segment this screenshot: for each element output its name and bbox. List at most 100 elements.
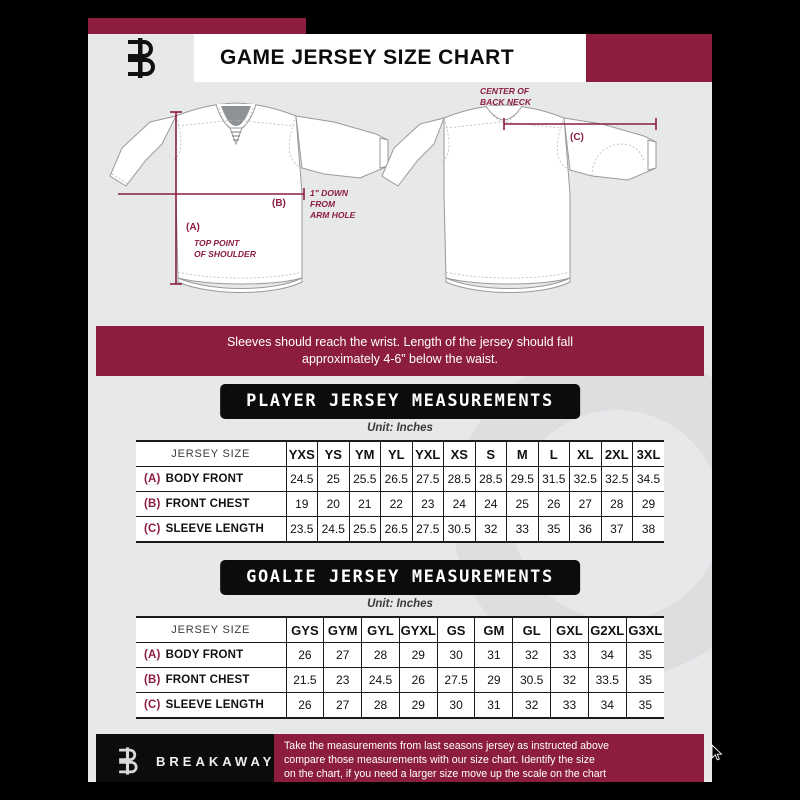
top-accent-bar-maroon	[88, 18, 306, 34]
measurement-cell: 23	[323, 667, 363, 693]
measurement-cell: 27.5	[411, 466, 444, 492]
measurement-table: JERSEY SIZE YXS YS YM YL YXL XS S M L XL 2XL 3XL (A) B…	[136, 440, 664, 543]
measurement-marker: (C)	[144, 699, 161, 711]
size-column-header: G2XL	[587, 616, 627, 643]
size-column-header: GL	[512, 616, 552, 643]
size-column-header: S	[474, 440, 507, 467]
measurement-cell: 21.5	[285, 667, 325, 693]
header-accent-block	[586, 34, 712, 82]
measurement-marker: (A)	[144, 649, 161, 661]
size-column-header: YM	[348, 440, 381, 467]
size-column-header: YS	[317, 440, 350, 467]
measurement-cell: 35	[625, 667, 664, 693]
measurement-marker: (A)	[144, 473, 161, 485]
label-c-line1: CENTER OF	[480, 86, 530, 96]
footer-brand-box: BREAKAWAY	[96, 734, 274, 782]
measurement-cell: 29.5	[506, 466, 539, 492]
instruction-banner: Sleeves should reach the wrist. Length o…	[96, 326, 704, 376]
measurement-cell: 33	[506, 516, 539, 543]
table-row: (C) SLEEVE LENGTH 23.5 24.5 25.5 26.5 27.5 30.5…	[136, 516, 664, 543]
mouse-cursor	[711, 743, 723, 767]
size-column-header: GM	[474, 616, 514, 643]
measurement-cell: 27.5	[436, 667, 476, 693]
footer-note: Take the measurements from last seasons …	[274, 734, 704, 782]
marker-b-label: (B)	[272, 198, 286, 209]
footer-brand-name: BREAKAWAY	[156, 753, 276, 769]
measurement-cell: 25.5	[348, 516, 381, 543]
banner-line-1: Sleeves should reach the wrist. Length o…	[226, 334, 574, 349]
goalie-unit-label: Unit: Inches	[367, 598, 433, 610]
goalie-section-title: GOALIE JERSEY MEASUREMENTS	[220, 560, 580, 595]
size-column-header: GYXL	[398, 616, 438, 643]
measurement-marker: (B)	[144, 674, 161, 686]
measurement-cell: 24	[443, 491, 476, 517]
size-column-header: XS	[443, 440, 476, 467]
size-column-header: 2XL	[600, 440, 633, 467]
measurement-row-label: (A) BODY FRONT	[136, 642, 287, 668]
measurement-marker: (C)	[144, 523, 161, 535]
player-measurements-table: JERSEY SIZE YXS YS YM YL YXL XS S M L XL 2XL 3XL (A) B…	[136, 440, 664, 543]
measurement-cell: 33	[550, 692, 589, 719]
measurement-cell: 28	[600, 491, 633, 517]
size-column-header: G3XL	[625, 616, 664, 643]
breakaway-b-logo-icon	[112, 746, 144, 776]
measurement-cell: 20	[317, 491, 350, 517]
measurement-cell: 28	[361, 692, 400, 719]
size-column-header: GYL	[361, 616, 400, 643]
measurement-cell: 37	[600, 516, 633, 543]
table-row: (A) BODY FRONT 24.5 25 25.5 26.5 27.5 28.5 28.5 2…	[136, 466, 664, 492]
size-column-header: GXL	[550, 616, 589, 643]
measurement-cell: 35	[625, 692, 664, 719]
label-a-line2: OF SHOULDER	[194, 249, 257, 259]
chart-sheet: GAME JERSEY SIZE CHART .jl { fill:#fffff…	[88, 18, 712, 782]
size-column-header: M	[506, 440, 539, 467]
measurement-cell: 31	[474, 642, 514, 668]
measurement-cell: 31	[474, 692, 514, 719]
label-a-line1: TOP POINT	[194, 238, 240, 248]
table-header-row: JERSEY SIZE GYS GYM GYL GYXL GS GM GL GXL G2XL G3X…	[136, 616, 664, 643]
jersey-diagram: .jl { fill:#ffffff; stroke:#9a9a9a; stro…	[88, 82, 712, 320]
player-section-title: PLAYER JERSEY MEASUREMENTS	[220, 384, 580, 419]
measurement-cell: 38	[632, 516, 664, 543]
measurement-row-label: (B) FRONT CHEST	[136, 491, 287, 517]
goalie-measurements-table: JERSEY SIZE GYS GYM GYL GYXL GS GM GL GXL G2XL G3X…	[136, 616, 664, 719]
measurement-cell: 30.5	[443, 516, 476, 543]
measurement-cell: 35	[625, 642, 664, 668]
measurement-cell: 24	[474, 491, 507, 517]
measurement-cell: 32.5	[569, 466, 602, 492]
measurement-cell: 19	[285, 491, 318, 517]
measurement-cell: 23.5	[285, 516, 318, 543]
jersey-size-header: JERSEY SIZE	[136, 616, 287, 643]
front-jersey-illustration: (B) (A) TOP POINT OF SHOULDER 1" DOWN FR…	[109, 102, 389, 293]
measurement-row-label: (C) SLEEVE LENGTH	[136, 516, 287, 543]
measurement-cell: 26	[285, 692, 325, 719]
measurement-cell: 30.5	[512, 667, 552, 693]
banner-line-2: approximately 4-6” below the waist.	[302, 352, 498, 366]
back-jersey-illustration: (C) CENTER OF BACK NECK	[381, 86, 657, 293]
measurement-cell: 32	[550, 667, 589, 693]
table-row: (A) BODY FRONT 26 27 28 29 30 31 32 33 34 35	[136, 642, 664, 668]
measurement-cell: 29	[632, 491, 664, 517]
measurement-cell: 36	[569, 516, 602, 543]
label-b-line2: FROM	[310, 199, 336, 209]
measurement-cell: 27	[323, 692, 363, 719]
table-header-row: JERSEY SIZE YXS YS YM YL YXL XS S M L XL 2XL 3XL	[136, 440, 664, 467]
measurement-cell: 29	[474, 667, 514, 693]
size-column-header: 3XL	[632, 440, 664, 467]
measurement-cell: 23	[411, 491, 444, 517]
measurement-cell: 25.5	[348, 466, 381, 492]
measurement-cell: 32	[512, 642, 552, 668]
label-b-line3: ARM HOLE	[309, 210, 356, 220]
size-column-header: YXS	[285, 440, 318, 467]
footer-note-line-1: Take the measurements from last seasons …	[284, 740, 610, 753]
table-row: (C) SLEEVE LENGTH 26 27 28 29 30 31 32 33 34 35	[136, 692, 664, 719]
measurement-cell: 34	[587, 692, 627, 719]
footer-note-line-3: on the chart, if you need a larger size …	[284, 767, 607, 780]
measurement-row-label: (C) SLEEVE LENGTH	[136, 692, 287, 719]
measurement-table: JERSEY SIZE GYS GYM GYL GYXL GS GM GL GXL G2XL G3X…	[136, 616, 664, 719]
measurement-cell: 21	[348, 491, 381, 517]
player-unit-label: Unit: Inches	[367, 422, 433, 434]
size-column-header: GYS	[285, 616, 325, 643]
measurement-cell: 32	[474, 516, 507, 543]
table-row: (B) FRONT CHEST 19 20 21 22 23 24 24 25 26 27 28 29	[136, 491, 664, 517]
